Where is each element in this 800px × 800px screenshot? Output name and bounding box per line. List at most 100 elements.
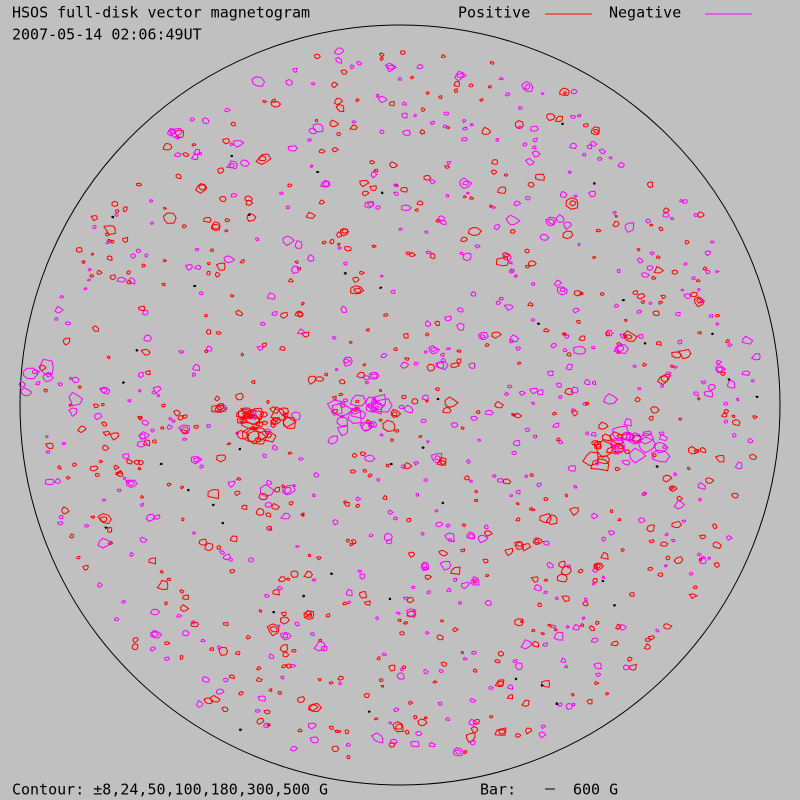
contour (148, 557, 157, 565)
contour (175, 173, 182, 180)
contour (395, 611, 401, 616)
contour (462, 195, 467, 199)
contour (428, 179, 436, 185)
contour (109, 432, 120, 441)
contour (391, 411, 398, 417)
contour (417, 718, 428, 727)
contour (452, 747, 465, 757)
contour (77, 425, 87, 434)
contour (291, 265, 300, 274)
contour (367, 473, 373, 478)
contour (611, 443, 624, 454)
contour (646, 524, 655, 533)
contour (436, 397, 440, 401)
contour (265, 479, 273, 486)
contour (235, 476, 242, 481)
contour (224, 229, 229, 233)
contour (18, 380, 26, 388)
contour (658, 226, 664, 232)
contour (520, 639, 533, 650)
contour (301, 331, 310, 338)
contour (669, 216, 675, 221)
contour (176, 613, 183, 618)
contour (648, 539, 655, 544)
contour (560, 565, 572, 576)
contour (282, 235, 295, 247)
contour (286, 577, 291, 581)
contour (142, 309, 149, 316)
contour (488, 204, 493, 208)
contour (401, 395, 407, 400)
contour (531, 508, 536, 512)
contour (111, 200, 119, 208)
contour (467, 226, 483, 237)
contour (567, 465, 577, 472)
contour (607, 530, 616, 536)
contour (258, 492, 269, 501)
contour (75, 247, 83, 253)
contour (352, 276, 360, 283)
contour (268, 688, 273, 692)
contour (425, 250, 432, 255)
contour (469, 576, 480, 586)
contour (379, 129, 385, 134)
contour (333, 729, 339, 734)
contour (247, 430, 268, 445)
contour (570, 386, 579, 394)
contour (378, 388, 382, 393)
contour (470, 415, 479, 422)
contour (221, 706, 229, 713)
contour (308, 127, 317, 135)
contour (468, 83, 474, 88)
contour (610, 640, 619, 647)
contour (279, 644, 288, 653)
contour (349, 124, 358, 131)
contour (71, 376, 80, 384)
contour (677, 339, 683, 345)
contour (226, 442, 232, 446)
contour (559, 87, 570, 96)
contour (723, 401, 729, 406)
contour (389, 101, 395, 107)
contour (688, 593, 699, 600)
contour (434, 387, 440, 392)
contour (190, 620, 196, 625)
contour (193, 424, 199, 429)
contour (750, 353, 761, 361)
contour (332, 519, 339, 526)
contour (384, 62, 398, 73)
contour (337, 246, 343, 251)
contour (416, 200, 424, 206)
timestamp: 2007-05-14 02:06:49UT (12, 26, 202, 44)
contour (515, 733, 522, 738)
contour (369, 159, 376, 165)
contour (375, 205, 381, 210)
contour (263, 593, 270, 599)
contour (554, 596, 559, 600)
contour (191, 143, 197, 147)
contour (196, 699, 204, 709)
contour (45, 450, 51, 454)
contour (532, 640, 540, 648)
contour (715, 322, 720, 326)
contour (491, 474, 497, 478)
contour (359, 573, 366, 580)
contour (590, 440, 599, 447)
contour (564, 387, 574, 396)
contour (716, 366, 724, 373)
contour (613, 344, 629, 355)
contour (181, 517, 185, 522)
contour (469, 122, 475, 127)
contour (452, 577, 458, 583)
contour (614, 214, 619, 218)
contour (438, 669, 444, 673)
contour (397, 76, 403, 81)
contour (731, 432, 737, 438)
contour (543, 590, 549, 595)
contour (45, 435, 49, 439)
contour (592, 380, 597, 386)
contour (380, 685, 385, 688)
contour (618, 624, 628, 631)
contour (424, 574, 433, 581)
bar-value: 600 G (573, 781, 618, 799)
